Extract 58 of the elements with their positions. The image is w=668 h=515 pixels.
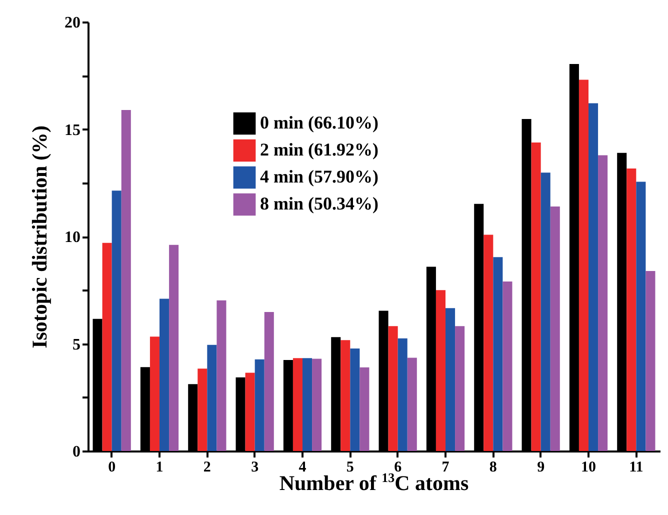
bar (626, 168, 636, 451)
bar (312, 358, 322, 451)
bar (598, 155, 608, 451)
bar (302, 358, 312, 451)
bar (360, 367, 370, 451)
bar (207, 344, 217, 451)
bar (455, 326, 465, 451)
x-tick-label: 3 (251, 460, 259, 476)
bar (636, 182, 646, 451)
x-tick-label: 10 (581, 460, 596, 476)
bar (540, 172, 550, 451)
y-tick-label: 15 (64, 122, 80, 139)
x-tick-label: 8 (489, 460, 497, 476)
bar (502, 282, 512, 451)
x-tick-label: 7 (442, 460, 450, 476)
x-tick-label: 9 (537, 460, 545, 476)
y-tick-label: 10 (64, 229, 80, 246)
bar (646, 271, 656, 451)
bar (350, 348, 360, 451)
bar (531, 142, 541, 451)
x-tick-label: 2 (203, 460, 211, 476)
x-tick-label: 5 (346, 460, 354, 476)
x-tick-label: 6 (394, 460, 402, 476)
bar (245, 372, 255, 451)
bar (292, 358, 302, 451)
bar (160, 298, 170, 451)
bar (264, 312, 274, 451)
bar (340, 340, 350, 451)
x-tick-label: 11 (629, 460, 644, 476)
bar (550, 206, 560, 451)
x-tick-label: 0 (108, 460, 116, 476)
bar (112, 190, 122, 451)
bar (493, 257, 503, 451)
y-tick-label: 5 (72, 336, 80, 354)
legend-label: 4 min (57.90%) (260, 166, 378, 186)
bar (150, 336, 160, 451)
legend-label: 2 min (61.92%) (260, 140, 378, 160)
x-tick-label: 1 (156, 460, 164, 476)
y-tick-label: 0 (72, 444, 80, 460)
bar (216, 300, 226, 451)
bar (169, 244, 179, 451)
bar (198, 368, 208, 451)
bar (446, 308, 456, 451)
bar (388, 326, 398, 451)
bar (588, 103, 598, 451)
bar (102, 242, 112, 451)
bar (484, 234, 494, 451)
legend-label: 8 min (50.34%) (260, 194, 378, 214)
y-axis-title: Isotopic distribution (%) (28, 126, 52, 348)
legend-label: 0 min (66.10%) (260, 112, 378, 132)
bar (254, 359, 264, 451)
bar (407, 358, 417, 451)
bar (121, 110, 131, 451)
bar (436, 290, 446, 451)
bar (578, 80, 588, 451)
x-tick-label: 4 (298, 460, 307, 476)
y-tick-label: 20 (64, 14, 80, 32)
bar (398, 338, 408, 451)
